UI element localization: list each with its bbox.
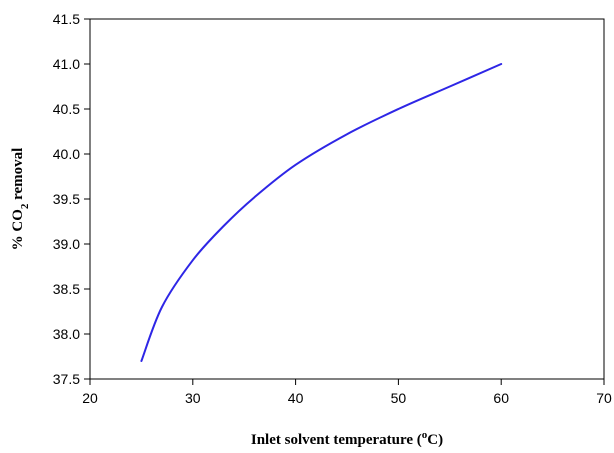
y-axis-title-subscript: 2	[19, 203, 31, 209]
y-tick-label: 38.5	[53, 281, 80, 297]
x-tick-label: 70	[596, 390, 612, 406]
y-tick-label: 37.5	[53, 371, 80, 387]
x-axis-title-superscript: o	[422, 429, 428, 441]
y-tick-label: 38.0	[53, 326, 80, 342]
y-tick-label: 41.5	[53, 11, 80, 27]
x-tick-label: 50	[391, 390, 407, 406]
y-axis-title-main: % CO	[10, 209, 26, 250]
y-axis-title-rest: removal	[10, 148, 26, 204]
x-axis: 20 30 40 50 60 70	[82, 379, 612, 406]
series-line	[140, 63, 503, 362]
y-tick-label: 39.5	[53, 191, 80, 207]
plot-area: 20 30 40 50 60 70 37.5 38.0 38.5 39.0 39.5 40.0 40.…	[53, 11, 612, 406]
x-tick-label: 30	[185, 390, 201, 406]
x-axis-title-unit: C)	[427, 432, 443, 448]
x-tick-label: 60	[493, 390, 509, 406]
y-axis-title: % CO2 removal	[10, 148, 31, 251]
x-tick-label: 40	[288, 390, 304, 406]
series-layer	[140, 63, 503, 362]
y-tick-label: 40.0	[53, 146, 80, 162]
x-axis-title: Inlet solvent temperature (oC)	[251, 429, 443, 448]
plot-frame	[89, 18, 605, 380]
y-tick-label: 41.0	[53, 56, 80, 72]
x-tick-label: 20	[82, 390, 98, 406]
x-axis-title-main: Inlet solvent temperature (	[251, 432, 422, 448]
y-axis: 37.5 38.0 38.5 39.0 39.5 40.0 40.5 41.0 41.5	[53, 11, 90, 387]
y-tick-label: 40.5	[53, 101, 80, 117]
y-tick-label: 39.0	[53, 236, 80, 252]
